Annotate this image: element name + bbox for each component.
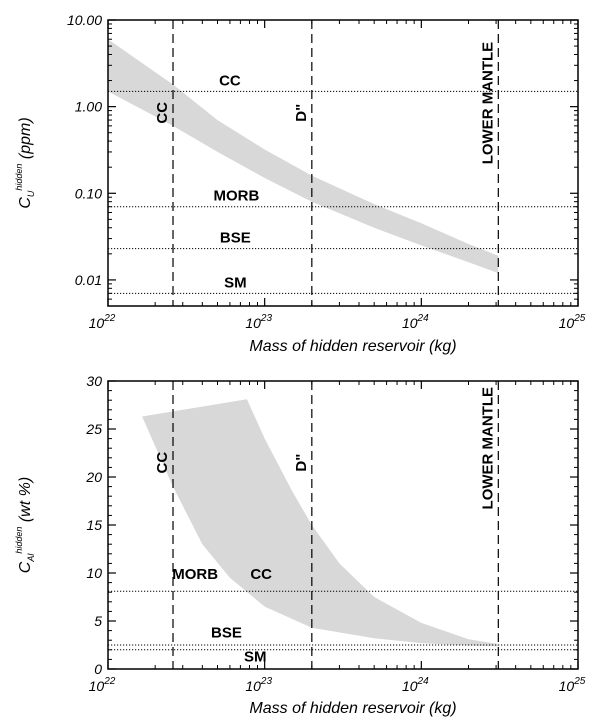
x-tick-label: 1022 bbox=[89, 676, 116, 694]
x-axis-label: Mass of hidden reservoir (kg) bbox=[249, 338, 456, 355]
y-tick-label: 0.10 bbox=[75, 185, 102, 201]
y-tick-label: 30 bbox=[86, 373, 102, 389]
x-tick-label: 1022 bbox=[89, 313, 116, 331]
reservoir-label-1: D" bbox=[293, 454, 310, 472]
reference-label-morb: MORB bbox=[172, 566, 218, 583]
y-tick-label: 1.00 bbox=[75, 99, 102, 115]
reservoir-label-2: LOWER MANTLE bbox=[479, 42, 496, 164]
reference-label-bse: BSE bbox=[211, 624, 242, 641]
y-tick-label: 15 bbox=[86, 517, 102, 533]
concentration-band bbox=[142, 399, 499, 647]
concentration-band bbox=[108, 39, 499, 274]
plot-frame bbox=[107, 19, 579, 307]
y-tick-label: 0.01 bbox=[75, 272, 102, 288]
y-tick-label: 25 bbox=[85, 421, 102, 437]
reference-label-morb: MORB bbox=[213, 188, 259, 205]
x-axis-label: Mass of hidden reservoir (kg) bbox=[249, 700, 456, 717]
x-tick-label: 1024 bbox=[402, 313, 429, 331]
x-tick-label: 1025 bbox=[559, 676, 586, 694]
reference-label-cc: CC bbox=[250, 566, 272, 583]
reference-label-sm: SM bbox=[244, 648, 267, 665]
x-tick-label: 1024 bbox=[402, 676, 429, 694]
reservoir-label-1: D" bbox=[293, 104, 310, 122]
reservoir-label-0: CC bbox=[154, 452, 171, 474]
y-tick-label: 20 bbox=[85, 469, 102, 485]
reference-label-cc: CC bbox=[219, 72, 241, 89]
y-axis-label: CUhidden (ppm) bbox=[14, 117, 36, 208]
reservoir-label-0: CC bbox=[154, 102, 171, 124]
uranium-concentration-panel: CC MORB BSE SM CC D" LOWER MANTLE 1022 1023 1024 1… bbox=[14, 12, 586, 355]
x-tick-label: 1025 bbox=[559, 313, 586, 331]
reservoir-label-2: LOWER MANTLE bbox=[479, 387, 496, 509]
y-axis-label: CAlhidden (wt %) bbox=[14, 477, 36, 573]
reference-label-sm: SM bbox=[224, 274, 247, 291]
y-tick-label: 0 bbox=[94, 661, 102, 677]
reference-label-bse: BSE bbox=[220, 230, 251, 247]
y-tick-label: 5 bbox=[94, 613, 102, 629]
y-tick-label: 10.00 bbox=[67, 12, 102, 28]
x-tick-label: 1023 bbox=[245, 313, 272, 331]
y-tick-label: 10 bbox=[86, 565, 102, 581]
x-tick-label: 1023 bbox=[245, 676, 272, 694]
